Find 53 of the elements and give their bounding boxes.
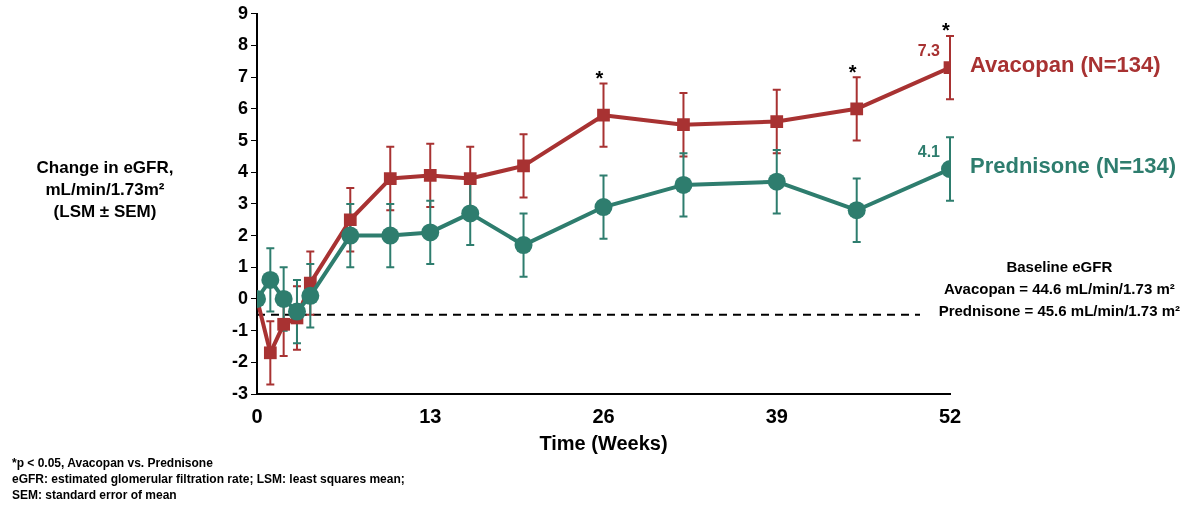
- point: [261, 270, 280, 289]
- point: [847, 201, 866, 220]
- point: [674, 175, 693, 194]
- x-tick-label: 39: [765, 404, 788, 427]
- point: [463, 172, 477, 185]
- point: [677, 118, 690, 132]
- x-axis-title: Time (Weeks): [539, 431, 668, 454]
- y-tick-label: 5: [237, 129, 248, 150]
- point: [770, 115, 784, 128]
- data-label: 4.1: [917, 143, 941, 161]
- point: [301, 286, 320, 305]
- series-label: Avacopan (N=134): [970, 51, 1161, 77]
- y-axis-title: Change in eGFR, mL/min/1.73m² (LSM ± SEM): [36, 157, 174, 221]
- x-tick-label: 52: [938, 404, 962, 427]
- point: [597, 108, 610, 122]
- point: [343, 213, 357, 227]
- point: [514, 236, 533, 255]
- y-tick-label: 3: [237, 192, 248, 213]
- annotation: *: [848, 60, 857, 83]
- y-tick-label: -2: [231, 351, 248, 372]
- annotation: *: [595, 67, 604, 90]
- point: [341, 226, 360, 245]
- point: [287, 302, 306, 321]
- y-tick-label: 7: [237, 66, 248, 87]
- y-tick-label: 8: [237, 34, 248, 55]
- point: [421, 223, 440, 242]
- y-tick-label: 0: [237, 287, 248, 308]
- series-label: Prednisone (N=134): [970, 153, 1177, 179]
- y-tick-label: 4: [237, 161, 248, 182]
- y-tick-label: 2: [237, 224, 248, 245]
- point: [274, 289, 293, 308]
- point: [850, 102, 864, 116]
- point: [263, 346, 277, 360]
- point: [594, 198, 613, 217]
- x-tick-label: 26: [592, 404, 615, 427]
- point: [423, 169, 437, 182]
- text: *p < 0.05, Avacopan vs. Prednisone eGFR: estimated glomerular filtration rate; LSM: least squares mean; SEM: standard error of mean: [12, 456, 405, 503]
- x-tick-label: 0: [251, 404, 263, 427]
- point: [517, 159, 530, 173]
- annotation: Baseline eGFR Avacopan = 44.6 mL/min/1.73 m² Prednisone = 45.6 mL/min/1.73 m²: [938, 258, 1180, 320]
- point: [767, 172, 786, 191]
- point: [381, 226, 400, 245]
- y-tick-label: 6: [237, 97, 248, 118]
- x-tick-label: 13: [419, 404, 442, 427]
- point: [461, 204, 480, 223]
- y-tick-label: 1: [237, 256, 248, 277]
- point: [277, 317, 291, 331]
- point: [383, 172, 397, 185]
- data-label: 7.3: [917, 42, 941, 60]
- y-tick-label: -3: [231, 382, 248, 403]
- y-tick-label: -1: [231, 319, 248, 340]
- annotation: *: [942, 19, 951, 42]
- y-tick-label: 9: [237, 2, 248, 23]
